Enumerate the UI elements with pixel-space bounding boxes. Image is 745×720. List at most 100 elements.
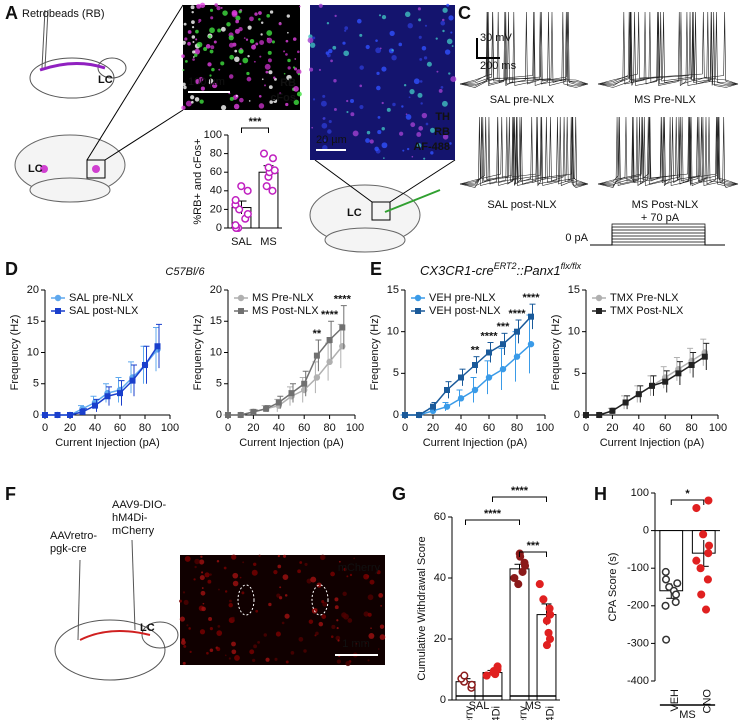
micrograph-speck bbox=[299, 561, 303, 564]
micrograph-speck bbox=[419, 80, 423, 83]
micrograph-speck bbox=[258, 103, 265, 109]
micrograph-speck bbox=[229, 54, 234, 60]
marker bbox=[92, 402, 98, 409]
y-tick-label: 5 bbox=[393, 367, 399, 379]
micrograph-speck bbox=[284, 594, 288, 597]
micrograph-speck bbox=[375, 47, 382, 54]
data-point bbox=[673, 579, 682, 588]
micrograph-speck bbox=[209, 573, 212, 576]
micrograph-speck bbox=[417, 7, 421, 11]
marker bbox=[471, 386, 479, 394]
micrograph-speck bbox=[195, 38, 198, 41]
micrograph-speck bbox=[446, 3, 450, 7]
data-point bbox=[510, 573, 519, 583]
micrograph-speck bbox=[216, 560, 220, 563]
micrograph-speck bbox=[184, 37, 188, 41]
legend-label: SAL post-NLX bbox=[69, 305, 139, 317]
micrograph-speck bbox=[187, 30, 192, 34]
micrograph-speck bbox=[359, 104, 364, 110]
panel-label: F bbox=[5, 484, 16, 504]
trace bbox=[459, 116, 589, 187]
micrograph-speck bbox=[233, 103, 240, 110]
significance-bracket bbox=[492, 496, 547, 502]
micrograph-speck bbox=[217, 624, 221, 628]
micrograph-speck bbox=[234, 655, 240, 661]
x-tick-label: 60 bbox=[114, 422, 126, 434]
micrograph-speck bbox=[379, 634, 386, 640]
x-tick-label: 0 bbox=[583, 422, 589, 434]
micrograph-speck bbox=[257, 640, 260, 644]
scale-bar bbox=[476, 38, 500, 59]
micrograph-speck bbox=[209, 627, 213, 631]
virus-label: hM4Di- bbox=[112, 512, 148, 524]
y-tick-label: 100 bbox=[631, 487, 649, 499]
micrograph-speck bbox=[328, 48, 333, 54]
micrograph-speck bbox=[368, 633, 375, 639]
series-line bbox=[228, 345, 343, 416]
virus-label: mCherry bbox=[112, 525, 155, 537]
marker bbox=[339, 343, 346, 350]
micrograph-speck bbox=[184, 555, 191, 562]
x-tick-label: 40 bbox=[89, 422, 101, 434]
micrograph-speck bbox=[231, 9, 238, 16]
micrograph-speck bbox=[253, 60, 256, 63]
micrograph-speck bbox=[378, 593, 384, 598]
y-tick-label: 10 bbox=[568, 326, 580, 338]
data-point bbox=[671, 597, 680, 607]
micrograph-speck bbox=[258, 554, 261, 558]
y-axis-label: Frequency (Hz) bbox=[369, 315, 381, 391]
y-axis-label: Frequency (Hz) bbox=[550, 315, 562, 391]
data-point bbox=[661, 601, 670, 610]
micrograph-speck bbox=[441, 18, 445, 22]
micrograph-speck bbox=[216, 630, 223, 636]
micrograph-speck bbox=[258, 17, 261, 21]
marker bbox=[402, 412, 408, 418]
data-point bbox=[692, 503, 701, 513]
micrograph-speck bbox=[218, 588, 220, 591]
virus-label: pgk-cre bbox=[50, 543, 87, 555]
micrograph-speck bbox=[266, 37, 269, 40]
micrograph-speck bbox=[376, 570, 381, 575]
micrograph-speck bbox=[377, 115, 381, 119]
stain-label: RB bbox=[434, 126, 450, 138]
legend-label: MS Pre-NLX bbox=[252, 292, 314, 304]
micrograph-speck bbox=[293, 86, 299, 92]
micrograph-speck bbox=[208, 78, 214, 84]
trace bbox=[597, 116, 739, 188]
micrograph-speck bbox=[261, 78, 264, 81]
micrograph-speck bbox=[311, 126, 314, 129]
marker bbox=[500, 341, 506, 348]
stain-label: cFos bbox=[270, 92, 296, 104]
micrograph-speck bbox=[229, 599, 232, 603]
micrograph-speck bbox=[419, 57, 423, 61]
micrograph-speck bbox=[232, 580, 239, 587]
micrograph-speck bbox=[249, 649, 255, 655]
micrograph-speck bbox=[201, 571, 204, 574]
micrograph-speck bbox=[203, 47, 208, 52]
panel-label: H bbox=[594, 484, 607, 504]
micrograph-speck bbox=[209, 49, 214, 54]
micrograph-speck bbox=[296, 69, 302, 75]
micrograph-speck bbox=[248, 100, 251, 102]
region-label: LC bbox=[28, 163, 43, 175]
marker bbox=[117, 390, 123, 397]
trace bbox=[459, 11, 589, 87]
micrograph-speck bbox=[407, 23, 413, 29]
micrograph-speck bbox=[213, 40, 217, 44]
data-point bbox=[661, 575, 671, 584]
data-point bbox=[704, 549, 713, 558]
micrograph-speck bbox=[201, 587, 204, 589]
significance: ** bbox=[313, 328, 322, 340]
data-point bbox=[243, 210, 252, 219]
trace-label: MS Post-NLX bbox=[632, 199, 699, 211]
x-tick-label: 100 bbox=[161, 422, 179, 434]
series-line bbox=[405, 316, 532, 416]
data-point bbox=[482, 671, 491, 680]
y-tick-label: 40 bbox=[210, 185, 222, 197]
micrograph-speck bbox=[377, 648, 380, 650]
micrograph-speck bbox=[277, 554, 281, 558]
micrograph-speck bbox=[191, 20, 195, 24]
micrograph-speck bbox=[279, 586, 282, 589]
significance: **** bbox=[508, 308, 526, 320]
micrograph-speck bbox=[297, 50, 300, 54]
